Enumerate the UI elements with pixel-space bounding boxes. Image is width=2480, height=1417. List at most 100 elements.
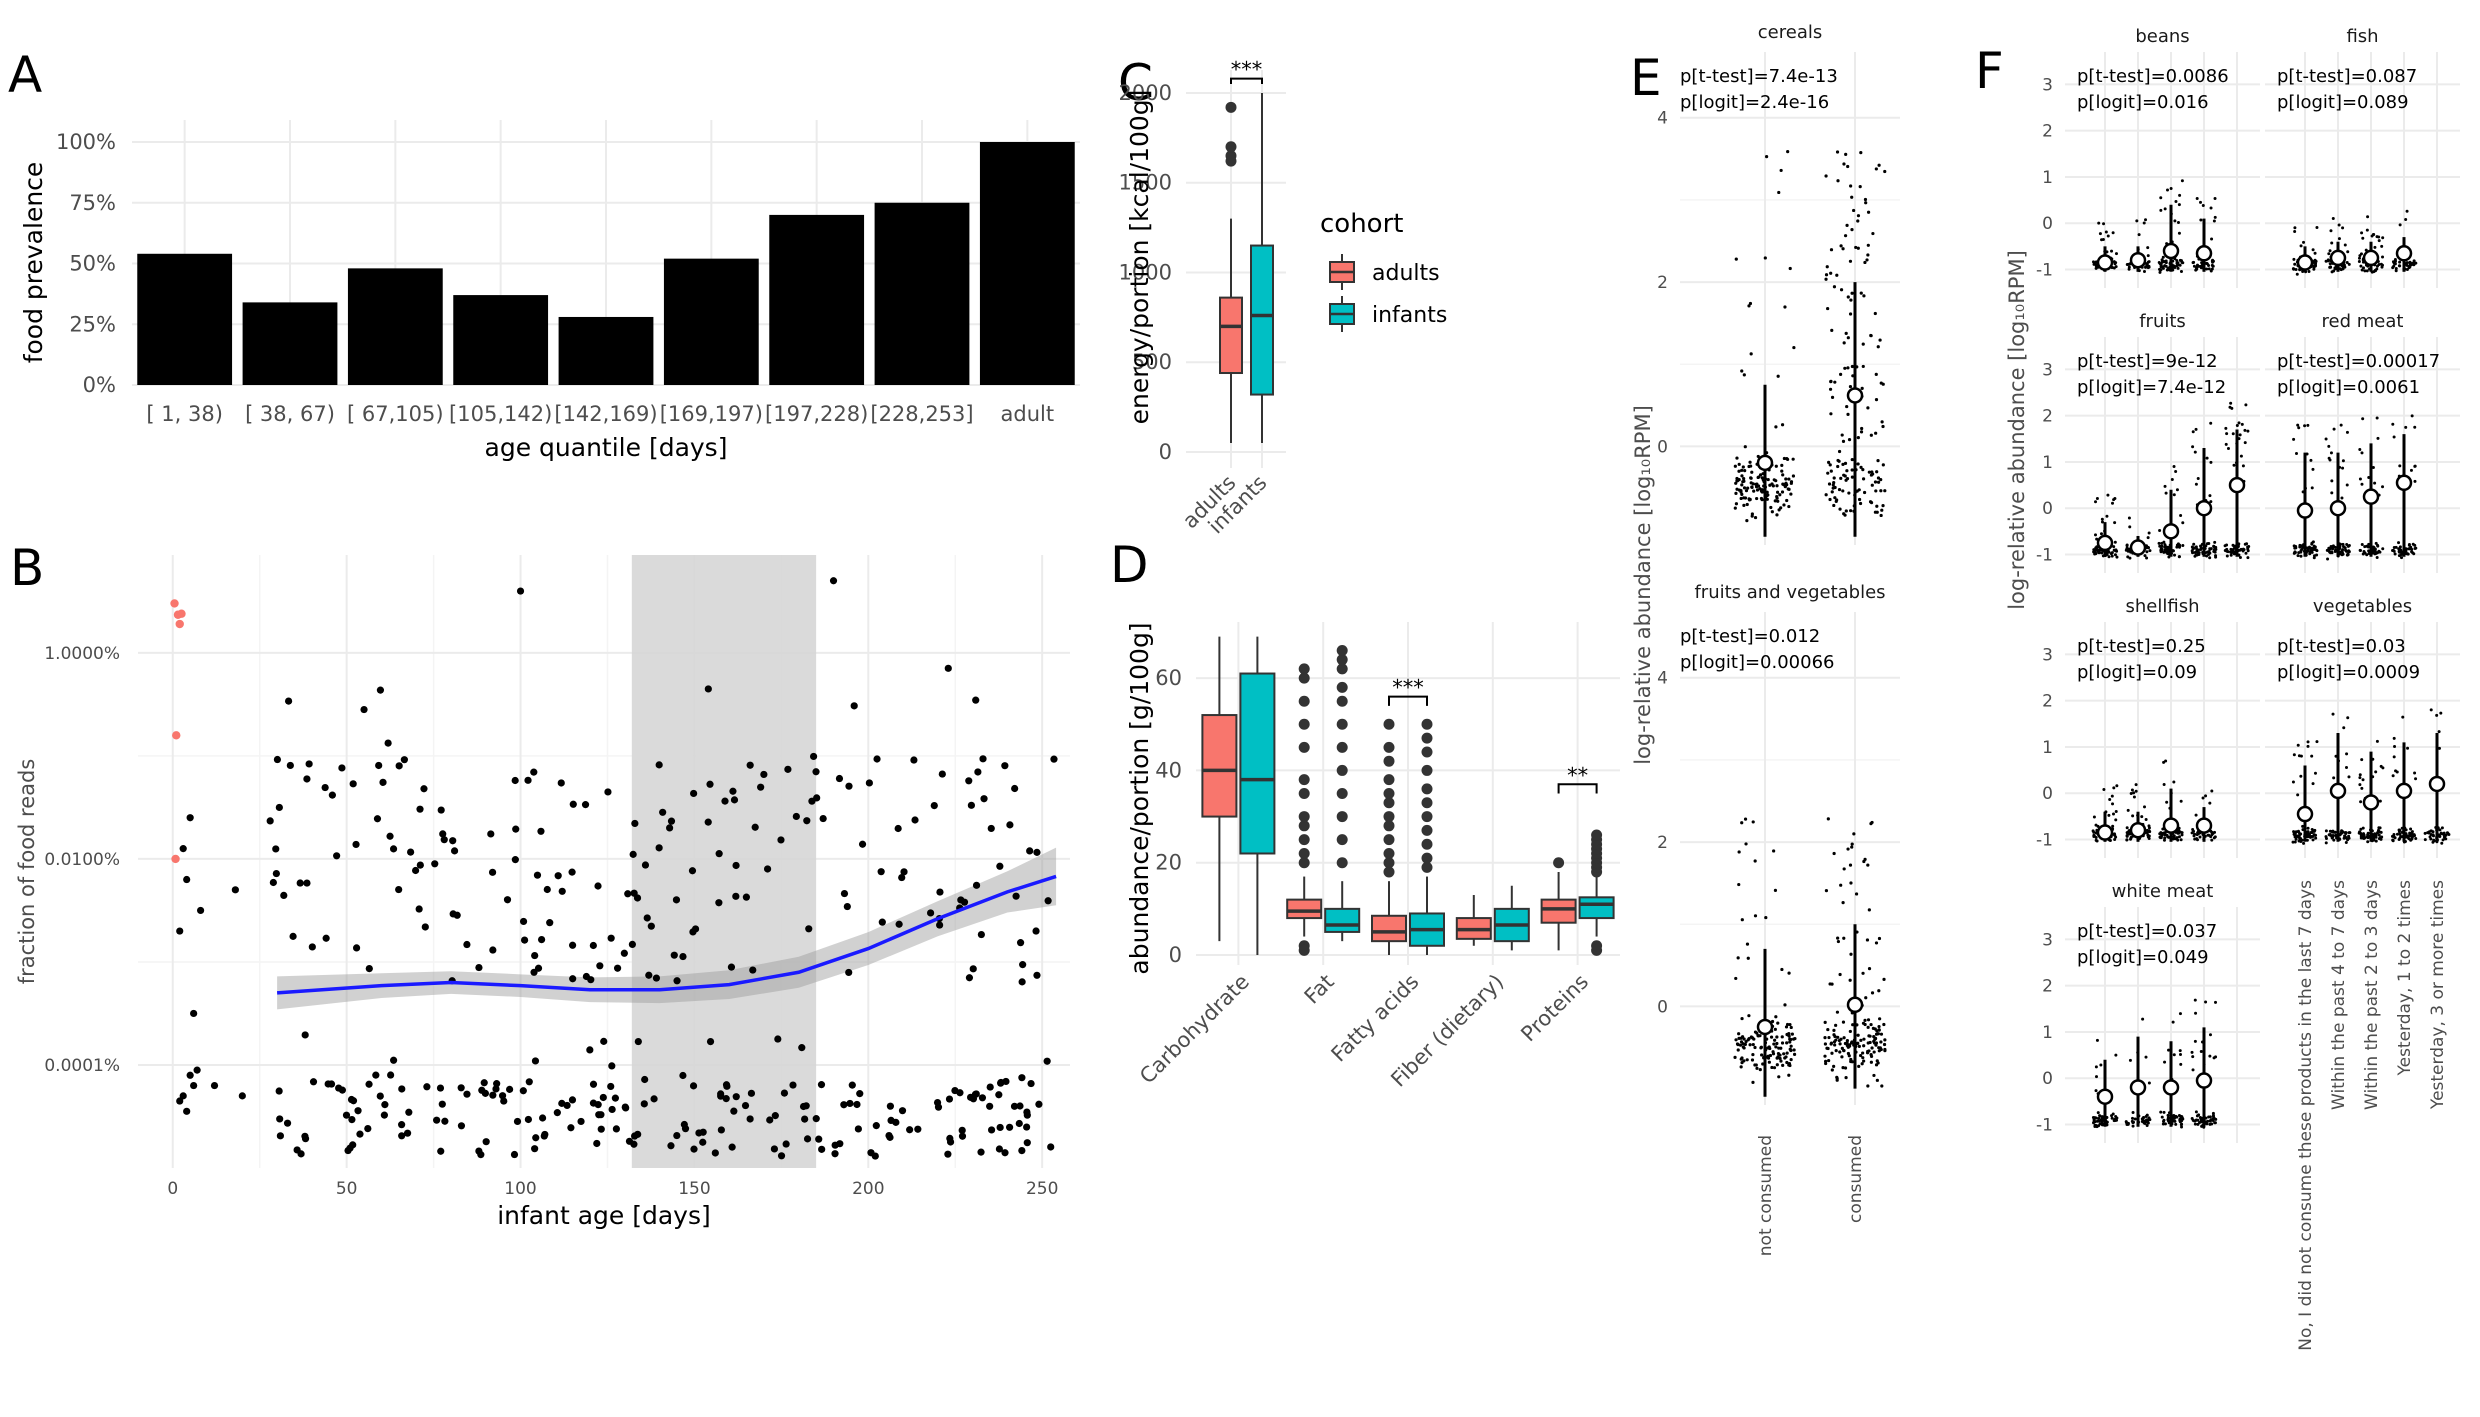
- jitter-point: [1752, 489, 1756, 493]
- jitter-point: [2392, 546, 2396, 550]
- jitter-point: [2380, 244, 2384, 248]
- data-point: [531, 951, 539, 960]
- jitter-point: [2145, 1113, 2149, 1117]
- box-outlier: [1383, 788, 1395, 799]
- jitter-point: [1738, 1043, 1743, 1047]
- jitter-point: [1740, 821, 1744, 825]
- jitter-point: [2102, 222, 2106, 226]
- jitter-point: [1788, 266, 1792, 271]
- jitter-point: [2177, 231, 2181, 235]
- smooth-line: [276, 874, 1057, 995]
- data-point: [327, 1080, 336, 1088]
- jitter-point: [2423, 831, 2427, 835]
- jitter-point: [1861, 342, 1865, 346]
- jitter-point: [1773, 499, 1777, 503]
- jitter-point: [2345, 483, 2349, 487]
- jitter-point: [2226, 550, 2230, 554]
- jitter-point: [2224, 426, 2228, 430]
- jitter-point: [1846, 295, 1850, 299]
- jitter-point: [2296, 423, 2300, 427]
- jitter-point: [1858, 501, 1863, 506]
- jitter-point: [2299, 832, 2303, 836]
- data-point: [987, 824, 995, 833]
- jitter-point: [1873, 1037, 1878, 1041]
- jitter-point: [1837, 487, 1842, 492]
- jitter-point: [2360, 542, 2364, 546]
- jitter-point: [2100, 238, 2104, 242]
- box-outlier: [1336, 811, 1348, 823]
- jitter-point: [1837, 449, 1842, 454]
- panel-c: C0500100015002000adultsinfants***energy/…: [1118, 54, 1447, 538]
- jitter-point: [2162, 783, 2166, 787]
- box-outlier: [1421, 797, 1433, 809]
- smooth-confidence-band: [277, 847, 1057, 1010]
- jitter-point: [1863, 260, 1867, 265]
- jitter-point: [2401, 715, 2405, 719]
- jitter-point: [1879, 477, 1883, 482]
- jitter-point: [1833, 380, 1837, 384]
- jitter-point: [1747, 498, 1752, 502]
- jitter-point: [2214, 1000, 2218, 1004]
- y-tick-label: 500: [1132, 350, 1172, 374]
- jitter-point: [1843, 474, 1847, 478]
- data-point: [936, 888, 944, 896]
- jitter-point: [2240, 422, 2244, 426]
- jitter-point: [1773, 888, 1778, 892]
- jitter-point: [2166, 1113, 2170, 1117]
- bar: [453, 295, 549, 385]
- jitter-point: [2207, 1115, 2211, 1119]
- jitter-point: [1867, 1034, 1871, 1038]
- jitter-point: [1866, 1025, 1870, 1029]
- jitter-point: [1741, 1045, 1745, 1049]
- jitter-point: [2244, 551, 2248, 555]
- data-point: [819, 814, 827, 823]
- jitter-point: [2110, 794, 2114, 798]
- jitter-point: [2162, 760, 2166, 764]
- jitter-point: [2230, 551, 2234, 555]
- jitter-point: [1749, 464, 1753, 468]
- data-point: [835, 774, 844, 783]
- significance-label: ***: [1392, 676, 1424, 700]
- jitter-point: [2232, 544, 2236, 548]
- data-point: [321, 783, 329, 792]
- jitter-point: [1823, 1020, 1827, 1024]
- jitter-point: [1760, 498, 1764, 502]
- jitter-point: [1860, 1062, 1864, 1066]
- jitter-point: [1856, 462, 1860, 466]
- jitter-point: [1748, 460, 1752, 464]
- y-tick-label: 60: [1155, 666, 1182, 690]
- jitter-point: [2410, 414, 2414, 418]
- data-point: [322, 934, 330, 942]
- jitter-point: [2365, 269, 2369, 273]
- jitter-point: [2310, 541, 2314, 545]
- box-outlier: [1298, 847, 1310, 859]
- jitter-point: [1848, 384, 1853, 389]
- jitter-point: [2196, 263, 2200, 267]
- jitter-point: [2145, 828, 2149, 832]
- jitter-point: [2212, 219, 2216, 223]
- jitter-point: [2134, 789, 2138, 793]
- data-point: [652, 974, 661, 982]
- jitter-point: [1789, 492, 1793, 496]
- jitter-point: [2179, 269, 2183, 273]
- jitter-point: [2176, 542, 2180, 546]
- jitter-point: [1743, 445, 1747, 449]
- jitter-point: [1833, 1043, 1837, 1047]
- jitter-point: [1753, 1030, 1758, 1034]
- y-tick-label: 2: [2042, 122, 2053, 142]
- jitter-point: [2294, 452, 2298, 456]
- jitter-point: [2144, 218, 2148, 222]
- jitter-point: [2341, 226, 2345, 230]
- jitter-point: [1787, 1031, 1791, 1036]
- data-point: [967, 801, 975, 809]
- x-tick-label: Carbohydrate: [1135, 970, 1254, 1089]
- jitter-point: [1829, 412, 1833, 416]
- jitter-point: [2096, 549, 2100, 553]
- jitter-point: [1827, 1058, 1831, 1063]
- jitter-point: [2211, 1117, 2215, 1121]
- jitter-point: [1771, 1052, 1776, 1056]
- y-tick-label: 2: [1657, 833, 1668, 853]
- jitter-point: [2163, 207, 2167, 211]
- data-point: [301, 1135, 310, 1143]
- data-point: [344, 1146, 352, 1155]
